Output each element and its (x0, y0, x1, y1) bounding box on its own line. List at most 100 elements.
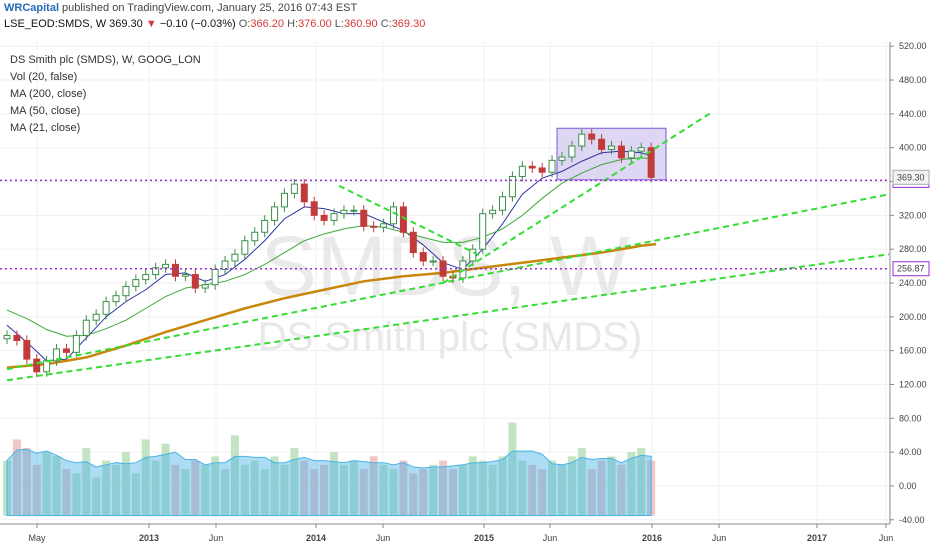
y-tick-label: 440.00 (899, 109, 927, 119)
candle-body (142, 274, 150, 281)
candle-body (201, 284, 209, 289)
legend-volume[interactable]: Vol (20, false) (10, 71, 78, 83)
volume-bar (429, 464, 438, 516)
volume-bar (52, 456, 61, 516)
candle-body (330, 213, 338, 221)
change-value: −0.10 (−0.03%) (159, 18, 236, 30)
volume-bar (310, 469, 319, 516)
candle-body (310, 201, 318, 216)
x-tick-label: Jun (543, 533, 558, 543)
volume-bar (320, 464, 329, 516)
candle-body (191, 274, 199, 289)
volume-bar (141, 439, 150, 516)
y-tick-label: 0.00 (899, 481, 917, 491)
volume-bar (617, 464, 626, 516)
down-arrow-icon: ▼ (145, 18, 157, 30)
study-legend: DS Smith plc (SMDS), W, GOOG_LON Vol (20… (10, 52, 201, 137)
published-text: published on TradingView.com, January 25… (59, 2, 358, 14)
candle-body (548, 159, 556, 173)
legend-ma200[interactable]: MA (200, close) (10, 88, 87, 100)
volume-bar (369, 456, 378, 516)
volume-bar (379, 464, 388, 516)
volume-bar (250, 460, 259, 516)
candle-body (380, 223, 388, 228)
x-tick-label: 2015 (474, 533, 494, 543)
y-tick-label: 200.00 (899, 312, 927, 322)
legend-title[interactable]: DS Smith plc (SMDS), W, GOOG_LON (10, 54, 201, 66)
volume-bar (538, 469, 547, 516)
ohlc-line: LSE_EOD:SMDS, W 369.30 ▼ −0.10 (−0.03%) … (4, 18, 425, 30)
volume-bar (468, 456, 477, 516)
volume-bar (597, 460, 606, 516)
symbol-label[interactable]: LSE_EOD:SMDS, W (4, 18, 107, 30)
grid (0, 42, 890, 524)
close-value: 369.30 (391, 18, 426, 30)
x-tick-label: 2017 (807, 533, 827, 543)
volume-bar (419, 469, 428, 516)
price-label-box (892, 169, 930, 185)
volume-bar (92, 477, 101, 516)
candle-body (598, 138, 606, 150)
volume-bar (409, 473, 418, 516)
legend-ma50[interactable]: MA (50, close) (10, 105, 81, 117)
candle-body (181, 274, 189, 277)
level-label-box (892, 261, 930, 277)
volume-bar (112, 464, 121, 516)
price-label: 369.30 (897, 172, 925, 182)
volume-bar (270, 456, 279, 516)
y-tick-label: 240.00 (899, 278, 927, 288)
volume-bar (577, 447, 586, 516)
candle-body (409, 231, 417, 254)
close-label: C: (380, 18, 392, 30)
open-label: O: (238, 18, 251, 30)
volume-bar (528, 464, 537, 516)
volume-bar (12, 439, 21, 516)
candle-body (518, 165, 526, 177)
volume-bar (587, 469, 596, 516)
candle-body (578, 133, 586, 147)
candle-body (469, 248, 477, 262)
publisher-link[interactable]: WRCapital (4, 2, 59, 14)
x-tick-label: Jun (879, 533, 894, 543)
candle-body (419, 252, 427, 262)
x-tick-label: 2014 (306, 533, 326, 543)
volume-bar (290, 447, 299, 516)
volume-bar (260, 469, 269, 516)
volume-bar (458, 464, 467, 516)
candle-body (290, 183, 298, 194)
volume-bar (181, 469, 190, 516)
volume-bar (151, 460, 160, 516)
trendline (6, 253, 890, 382)
volume-bar (349, 460, 358, 516)
candle-body (340, 209, 348, 215)
high-value: 376.00 (298, 18, 332, 30)
level-label: 256.87 (897, 264, 925, 274)
candle-body (112, 295, 120, 303)
candle-body (23, 340, 31, 360)
candle-body (568, 145, 576, 158)
volume-bar (607, 456, 616, 516)
volume-bar (32, 464, 41, 516)
candle-body (33, 358, 41, 373)
axes: 520.00480.00440.00400.00360.00320.00280.… (0, 41, 930, 543)
x-tick-label: Jun (209, 533, 224, 543)
candle-body (389, 206, 397, 225)
volume-bar (42, 452, 51, 516)
candle-body (617, 145, 625, 159)
y-tick-label: 320.00 (899, 210, 927, 220)
volume-bar (161, 443, 170, 516)
volume-bar (121, 452, 130, 516)
ma-line (6, 157, 652, 337)
candle-body (3, 334, 11, 340)
watermark-name: DS Smith plc (SMDS) (258, 315, 643, 359)
candle-body (211, 268, 219, 286)
volume-bar (300, 460, 309, 516)
candle-body (162, 263, 170, 269)
volume-ma-area (6, 448, 652, 517)
high-label: H: (287, 18, 299, 30)
y-tick-label: -40.00 (899, 515, 925, 525)
candle-body (171, 263, 179, 277)
legend-ma21[interactable]: MA (21, close) (10, 122, 81, 134)
volume-bar (478, 460, 487, 516)
